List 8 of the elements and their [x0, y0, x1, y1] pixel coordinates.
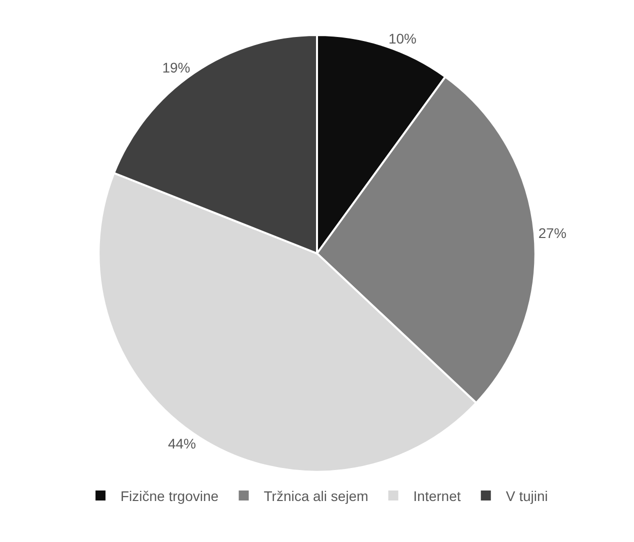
legend-label: Tržnica ali sejem — [264, 488, 368, 504]
legend-label: Internet — [413, 488, 461, 504]
data-label: 44% — [168, 436, 196, 452]
legend-label: V tujini — [506, 488, 548, 504]
legend-label: Fizične trgovine — [120, 488, 219, 504]
data-label: 19% — [162, 59, 190, 76]
data-label: 27% — [538, 224, 566, 241]
data-label: 10% — [388, 30, 417, 47]
